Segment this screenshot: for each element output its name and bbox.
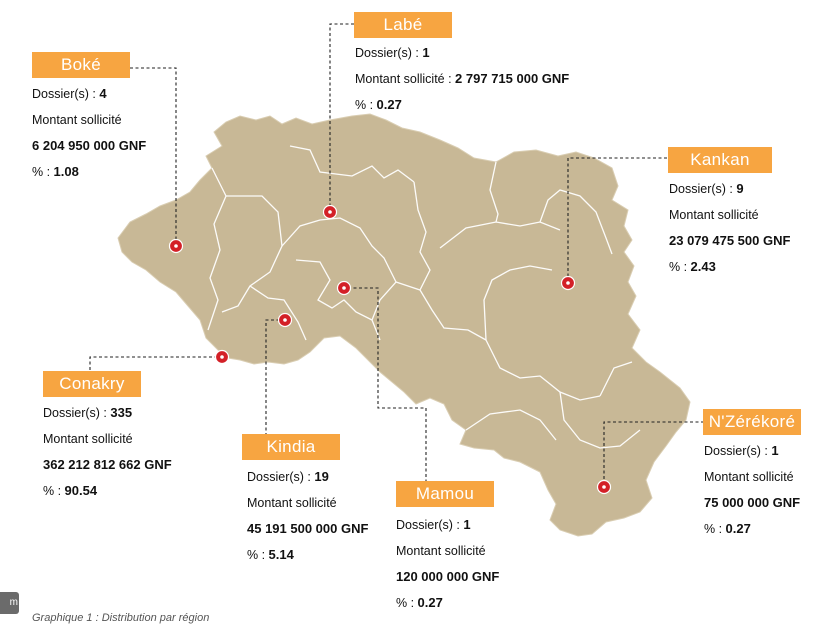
region-info-kankan: Dossier(s) : 9 Montant sollicité 23 079 … <box>669 181 791 274</box>
region-info-labe: Dossier(s) : 1 Montant sollicité : 2 797… <box>355 45 570 112</box>
location-markers <box>168 204 612 495</box>
figure-caption: Graphique 1 : Distribution par région <box>32 612 210 624</box>
region-tag-kindia: Kindia <box>242 434 340 460</box>
region-info-boke: Dossier(s) : 4 Montant sollicité 6 204 9… <box>32 86 147 179</box>
region-tag-kankan: Kankan <box>668 147 772 173</box>
region-tag-mamou: Mamou <box>396 481 494 507</box>
region-info-kindia: Dossier(s) : 19 Montant sollicité 45 191… <box>247 469 369 562</box>
region-tag-conakry: Conakry <box>43 371 141 397</box>
region-borders <box>207 145 641 449</box>
region-info-mamou: Dossier(s) : 1 Montant sollicité 120 000… <box>396 517 500 610</box>
region-tag-boke: Boké <box>32 52 130 78</box>
region-info-conakry: Dossier(s) : 335 Montant sollicité 362 2… <box>43 405 172 498</box>
region-info-nzerekore: Dossier(s) : 1 Montant sollicité 75 000 … <box>704 443 801 536</box>
guinea-outline <box>117 113 691 537</box>
corner-tab[interactable]: m <box>0 592 19 614</box>
leader-lines <box>89 23 704 488</box>
region-tag-labe: Labé <box>354 12 452 38</box>
region-tag-nzerekore: N'Zérékoré <box>703 409 801 435</box>
